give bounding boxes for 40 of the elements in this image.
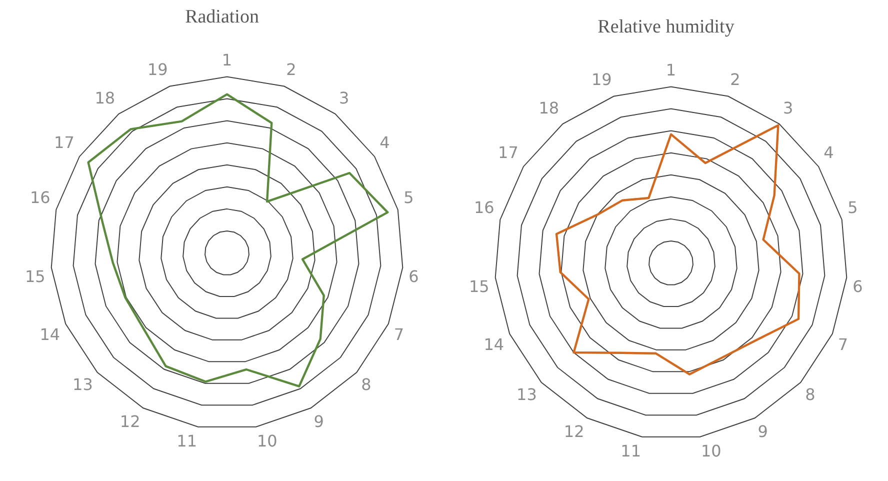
spoke-label: 3 <box>782 98 794 118</box>
spoke-label: 17 <box>54 132 74 152</box>
spoke-label: 13 <box>72 375 93 394</box>
spoke-label: 11 <box>176 432 197 451</box>
spoke-label: 5 <box>404 188 414 207</box>
spoke-label: 5 <box>848 198 858 217</box>
spoke-label: 10 <box>701 442 722 461</box>
spoke-label: 18 <box>94 88 116 108</box>
spoke-label: 11 <box>620 442 641 461</box>
spoke-label: 14 <box>484 334 504 354</box>
spoke-label: 19 <box>147 60 168 80</box>
spoke-label: 18 <box>538 98 560 118</box>
spoke-label: 3 <box>338 88 350 108</box>
spoke-label: 9 <box>758 422 768 442</box>
spoke-label: 15 <box>25 266 46 286</box>
spoke-label: 7 <box>394 324 404 344</box>
spoke-label: 1 <box>666 60 676 80</box>
spoke-label: 17 <box>498 142 518 162</box>
spoke-label: 16 <box>474 198 494 217</box>
spoke-label: 2 <box>730 70 740 90</box>
spoke-label: 13 <box>516 385 537 404</box>
spoke-label: 14 <box>40 324 60 344</box>
spoke-label: 12 <box>564 422 584 442</box>
spoke-label: 6 <box>408 266 419 286</box>
spoke-label: 12 <box>120 412 140 432</box>
chart-title: Relative humidity <box>598 16 735 38</box>
spoke-label: 10 <box>257 432 278 451</box>
spoke-label: 15 <box>469 276 490 296</box>
chart-title: Radiation <box>185 6 260 28</box>
spoke-label: 4 <box>824 142 834 162</box>
spoke-label: 2 <box>286 60 296 80</box>
spoke-label: 1 <box>222 50 232 70</box>
spoke-label: 8 <box>361 375 372 394</box>
spoke-label: 9 <box>314 412 324 432</box>
spoke-label: 6 <box>852 276 863 296</box>
spoke-label: 16 <box>30 188 50 207</box>
spoke-label: 19 <box>591 70 612 90</box>
spoke-label: 8 <box>805 385 816 404</box>
spoke-label: 7 <box>838 334 848 354</box>
spoke-label: 4 <box>380 132 390 152</box>
